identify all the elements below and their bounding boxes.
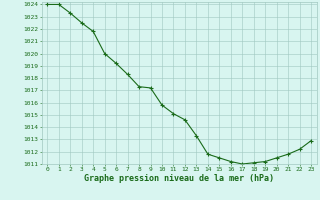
X-axis label: Graphe pression niveau de la mer (hPa): Graphe pression niveau de la mer (hPa) [84, 174, 274, 183]
